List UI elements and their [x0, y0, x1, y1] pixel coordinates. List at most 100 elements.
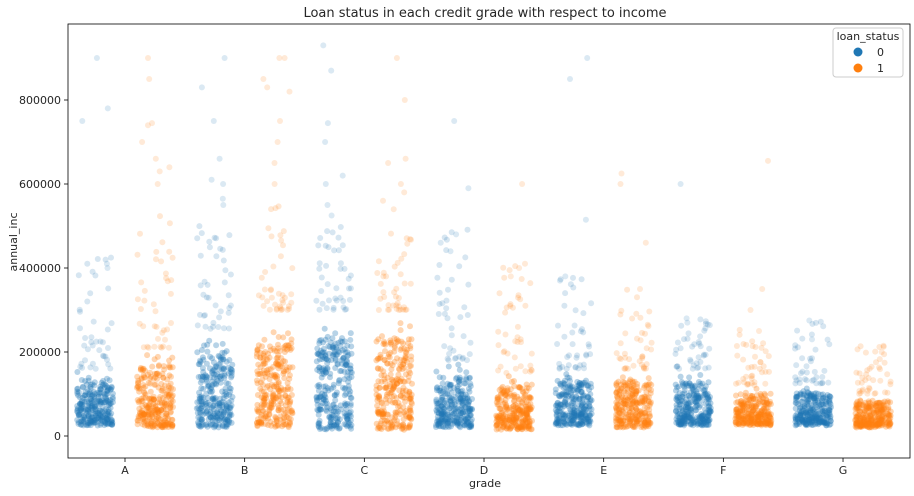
point [222, 267, 229, 274]
point [103, 397, 110, 404]
point [88, 402, 95, 409]
outlier-point [402, 155, 409, 162]
point [319, 356, 326, 363]
point [375, 408, 382, 415]
point [586, 417, 593, 424]
outlier-point [104, 265, 111, 271]
point [516, 384, 523, 391]
point [87, 391, 94, 398]
point [462, 254, 469, 261]
point [203, 294, 210, 301]
point [812, 390, 819, 397]
point [95, 391, 102, 398]
point [316, 417, 323, 424]
point [98, 414, 105, 421]
point [103, 417, 110, 424]
point [458, 410, 465, 417]
point [317, 347, 324, 354]
point [333, 346, 340, 353]
point [346, 409, 353, 416]
point [502, 410, 509, 417]
point [704, 321, 711, 328]
strip-group-B-0 [193, 55, 236, 431]
point [582, 406, 589, 413]
point [92, 412, 99, 419]
point [376, 384, 383, 391]
outlier-point [104, 105, 111, 112]
point [273, 417, 280, 424]
outlier-point [322, 181, 329, 187]
point [395, 403, 401, 410]
outlier-point [617, 181, 624, 187]
point [514, 334, 521, 341]
point [216, 400, 223, 407]
point [108, 410, 115, 417]
point [107, 386, 114, 393]
point [383, 273, 390, 280]
point [347, 337, 354, 343]
point [347, 330, 354, 337]
point [102, 419, 109, 426]
point [280, 334, 287, 341]
point [161, 403, 168, 410]
point [384, 425, 391, 432]
point [108, 383, 115, 390]
point [319, 300, 326, 307]
point [436, 262, 443, 268]
point [91, 416, 98, 423]
point [84, 298, 91, 305]
point [213, 235, 220, 242]
point [166, 220, 173, 227]
point [225, 380, 232, 387]
point [637, 314, 644, 321]
point [317, 235, 324, 241]
point [93, 338, 100, 345]
point [99, 403, 106, 410]
point [455, 378, 462, 385]
point [825, 379, 832, 386]
point [100, 390, 107, 397]
outlier-point [156, 168, 163, 175]
point [102, 399, 108, 406]
point [447, 381, 454, 388]
point [336, 416, 343, 423]
point [648, 339, 655, 346]
point [106, 420, 113, 427]
point [75, 272, 82, 279]
outlier-point [145, 122, 151, 129]
point [88, 403, 95, 410]
point [106, 377, 113, 384]
point [201, 342, 207, 349]
point [76, 306, 83, 313]
point [322, 355, 328, 362]
point [209, 388, 216, 395]
point [758, 344, 765, 351]
point [104, 390, 111, 397]
outlier-point [878, 349, 885, 355]
point [819, 374, 826, 380]
point [97, 400, 104, 407]
point [397, 320, 404, 327]
point [316, 420, 323, 427]
point [107, 405, 114, 411]
point [467, 407, 474, 414]
outlier-point [809, 336, 815, 343]
point [865, 415, 872, 422]
point [88, 395, 95, 402]
point [195, 422, 202, 429]
point [630, 362, 637, 369]
point [340, 384, 346, 391]
point [616, 421, 623, 428]
point [322, 242, 329, 249]
point [89, 392, 96, 398]
point [323, 262, 330, 269]
point [162, 336, 168, 343]
point [375, 355, 382, 362]
point [89, 419, 96, 426]
point [204, 348, 211, 355]
legend-marker-1 [853, 63, 863, 73]
point [571, 322, 578, 329]
point [286, 305, 292, 312]
point [812, 346, 819, 353]
outlier-point [637, 286, 643, 292]
